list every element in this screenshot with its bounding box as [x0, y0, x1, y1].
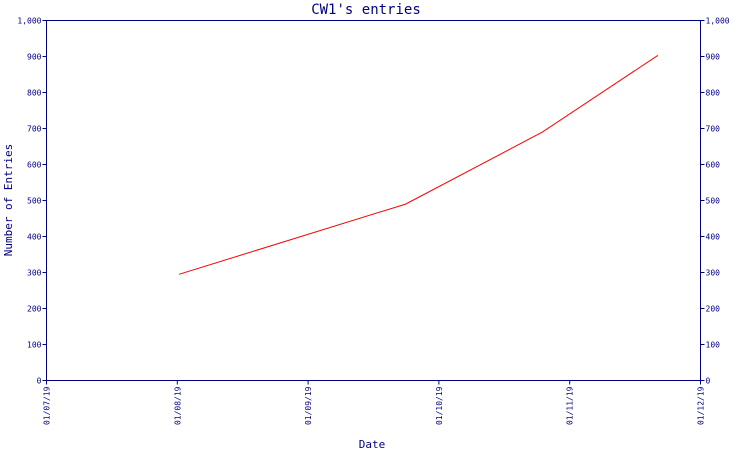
y-tick-label-right: 300: [706, 269, 721, 278]
y-axis-label: Number of Entries: [2, 144, 15, 257]
series-group: [178, 54, 659, 275]
y-tick-label: 200: [27, 305, 42, 314]
y-tick-label-right: 1,000: [706, 17, 730, 26]
y-tick-label: 800: [27, 89, 42, 98]
x-tick-label: 01/09/19: [304, 386, 313, 425]
y-tick-label-right: 800: [706, 89, 721, 98]
y-tick-label-right: 400: [706, 233, 721, 242]
x-tick-label: 01/12/19: [697, 386, 706, 425]
x-axis-label: Date: [359, 438, 386, 450]
y-tick-label-right: 900: [706, 53, 721, 62]
y-tick-label: 1,000: [17, 17, 41, 26]
plot-frame: [46, 20, 701, 381]
x-tick-label: 01/08/19: [173, 386, 182, 425]
y-tick-label: 300: [27, 269, 42, 278]
y-tick-label-right: 700: [706, 125, 721, 134]
x-tick-label: 01/10/19: [435, 386, 444, 425]
y-axis-right: 0 100 200 300 400 500 600 700 800 900 1,000: [700, 17, 730, 386]
y-axis-left: 0 100 200 300 400 500 600 700 800 900 1,000: [17, 17, 47, 386]
series-line-0: [178, 54, 659, 275]
y-tick-label-right: 500: [706, 197, 721, 206]
chart-title: CW1's entries: [311, 2, 421, 18]
y-tick-label: 700: [27, 125, 42, 134]
y-tick-label: 100: [27, 341, 42, 350]
y-tick-label: 500: [27, 197, 42, 206]
y-tick-label-right: 0: [706, 377, 711, 386]
x-axis: 01/07/19 01/08/19 01/09/19 01/10/19 01/11/19…: [43, 380, 706, 425]
y-tick-label: 400: [27, 233, 42, 242]
x-tick-label: 01/07/19: [43, 386, 52, 425]
y-tick-label-right: 100: [706, 341, 721, 350]
y-tick-label: 600: [27, 161, 42, 170]
x-tick-label: 01/11/19: [566, 386, 575, 425]
y-tick-label-right: 600: [706, 161, 721, 170]
y-tick-label-right: 200: [706, 305, 721, 314]
y-tick-label: 0: [37, 377, 42, 386]
y-tick-label: 900: [27, 53, 42, 62]
